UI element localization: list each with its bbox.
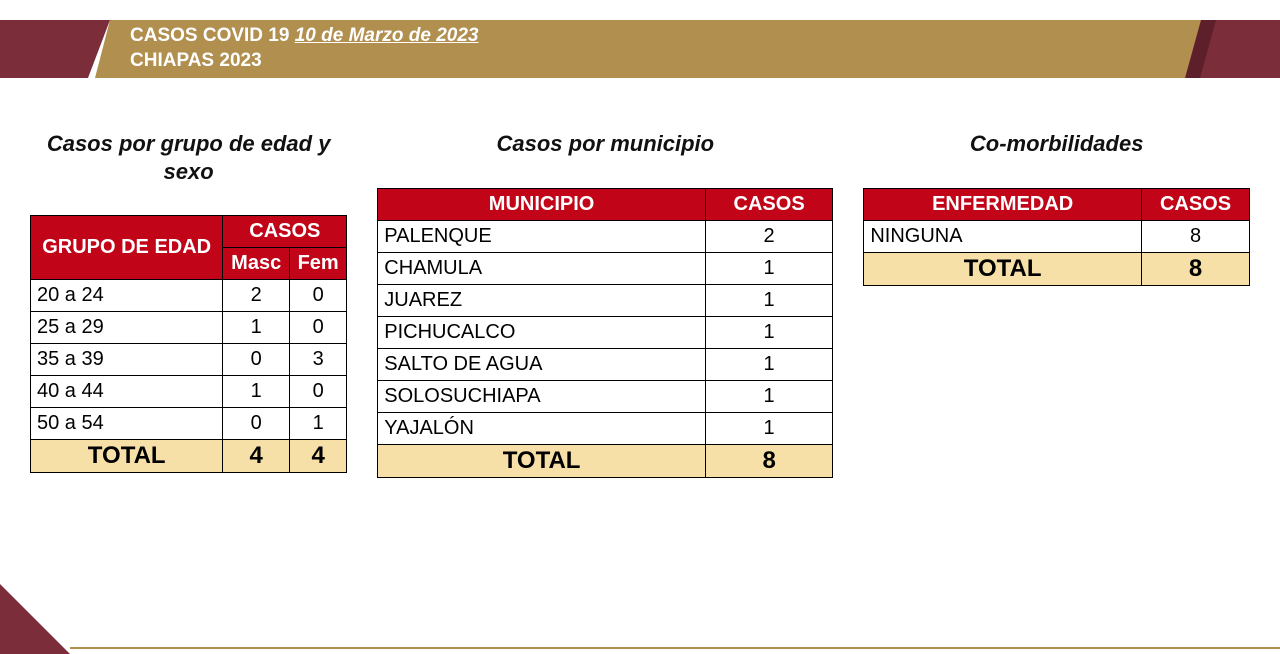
total-label-mun: TOTAL [378, 444, 706, 477]
content: Casos por grupo de edad y sexo GRUPO DE … [30, 130, 1250, 478]
cell-casos: 1 [705, 412, 832, 444]
title-age-sex: Casos por grupo de edad y sexo [30, 130, 347, 185]
tbody-municipio: PALENQUE2CHAMULA1JUAREZ1PICHUCALCO1SALTO… [378, 220, 833, 444]
table-row: PICHUCALCO1 [378, 316, 833, 348]
cell-fem: 0 [290, 280, 347, 312]
table-comorb: ENFERMEDAD CASOS NINGUNA8 TOTAL 8 [863, 188, 1250, 286]
th-casos-mun: CASOS [705, 188, 832, 220]
th-casos-comorb: CASOS [1142, 188, 1250, 220]
cell-fem: 0 [290, 376, 347, 408]
cell-enfermedad: NINGUNA [864, 220, 1142, 252]
decor-bottom-line [70, 647, 1280, 649]
cell-municipio: SALTO DE AGUA [378, 348, 706, 380]
table-row: CHAMULA1 [378, 252, 833, 284]
total-value-mun: 8 [705, 444, 832, 477]
cell-casos: 1 [705, 284, 832, 316]
cell-municipio: SOLOSUCHIAPA [378, 380, 706, 412]
table-row: 40 a 4410 [31, 376, 347, 408]
table-row: SOLOSUCHIAPA1 [378, 380, 833, 412]
cell-municipio: CHAMULA [378, 252, 706, 284]
cell-fem: 3 [290, 344, 347, 376]
header-date: 10 de Marzo de 2023 [295, 25, 479, 46]
cell-masc: 2 [223, 280, 290, 312]
header-band: CASOS COVID 19 10 de Marzo de 2023 CHIAP… [0, 20, 1280, 78]
cell-casos: 1 [705, 252, 832, 284]
table-row: YAJALÓN1 [378, 412, 833, 444]
table-row: 35 a 3903 [31, 344, 347, 376]
title-comorb: Co-morbilidades [970, 130, 1144, 158]
col-municipio: Casos por municipio MUNICIPIO CASOS PALE… [377, 130, 833, 478]
th-grupo: GRUPO DE EDAD [31, 216, 223, 280]
total-label: TOTAL [31, 440, 223, 473]
th-masc: Masc [223, 248, 290, 280]
cell-casos: 2 [705, 220, 832, 252]
header-line1-prefix: CASOS COVID 19 [130, 25, 295, 46]
th-casos: CASOS [223, 216, 347, 248]
table-row: 25 a 2910 [31, 312, 347, 344]
cell-casos: 1 [705, 316, 832, 348]
header-accent-left [0, 20, 110, 78]
total-masc: 4 [223, 440, 290, 473]
th-fem: Fem [290, 248, 347, 280]
table-municipio: MUNICIPIO CASOS PALENQUE2CHAMULA1JUAREZ1… [377, 188, 833, 478]
cell-grupo: 40 a 44 [31, 376, 223, 408]
cell-casos: 8 [1142, 220, 1250, 252]
cell-grupo: 35 a 39 [31, 344, 223, 376]
tbody-comorb: NINGUNA8 [864, 220, 1250, 252]
th-enfermedad: ENFERMEDAD [864, 188, 1142, 220]
table-row: SALTO DE AGUA1 [378, 348, 833, 380]
title-municipio: Casos por municipio [497, 130, 715, 158]
row-total-municipio: TOTAL 8 [378, 444, 833, 477]
col-age-sex: Casos por grupo de edad y sexo GRUPO DE … [30, 130, 347, 478]
cell-municipio: YAJALÓN [378, 412, 706, 444]
table-age-sex: GRUPO DE EDAD CASOS Masc Fem 20 a 242025… [30, 215, 347, 473]
row-total-age-sex: TOTAL 4 4 [31, 440, 347, 473]
cell-fem: 1 [290, 408, 347, 440]
cell-grupo: 50 a 54 [31, 408, 223, 440]
cell-casos: 1 [705, 380, 832, 412]
table-row: JUAREZ1 [378, 284, 833, 316]
cell-masc: 0 [223, 408, 290, 440]
cell-municipio: JUAREZ [378, 284, 706, 316]
tbody-age-sex: 20 a 242025 a 291035 a 390340 a 441050 a… [31, 280, 347, 440]
cell-municipio: PICHUCALCO [378, 316, 706, 348]
cell-masc: 1 [223, 376, 290, 408]
cell-grupo: 25 a 29 [31, 312, 223, 344]
cell-municipio: PALENQUE [378, 220, 706, 252]
row-total-comorb: TOTAL 8 [864, 252, 1250, 285]
decor-triangle-bottom-left [0, 584, 70, 654]
th-municipio: MUNICIPIO [378, 188, 706, 220]
table-row: 20 a 2420 [31, 280, 347, 312]
cell-casos: 1 [705, 348, 832, 380]
cell-masc: 1 [223, 312, 290, 344]
col-comorb: Co-morbilidades ENFERMEDAD CASOS NINGUNA… [863, 130, 1250, 478]
header-text: CASOS COVID 19 10 de Marzo de 2023 CHIAP… [130, 24, 478, 73]
total-label-comorb: TOTAL [864, 252, 1142, 285]
total-fem: 4 [290, 440, 347, 473]
total-value-comorb: 8 [1142, 252, 1250, 285]
table-row: 50 a 5401 [31, 408, 347, 440]
table-row: PALENQUE2 [378, 220, 833, 252]
table-row: NINGUNA8 [864, 220, 1250, 252]
cell-grupo: 20 a 24 [31, 280, 223, 312]
cell-fem: 0 [290, 312, 347, 344]
cell-masc: 0 [223, 344, 290, 376]
header-line2: CHIAPAS 2023 [130, 49, 478, 74]
